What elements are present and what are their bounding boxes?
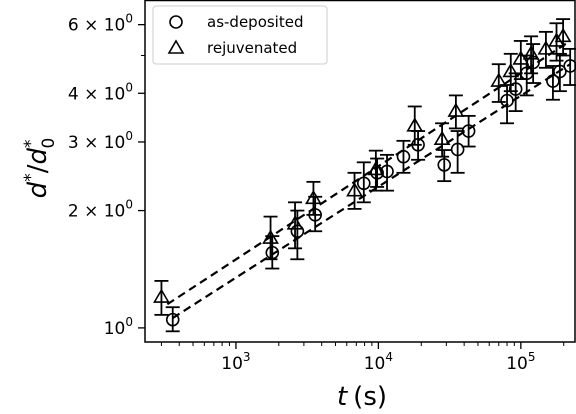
marker-circle xyxy=(450,142,465,157)
marker-circle xyxy=(396,149,411,164)
data-point-rejuvenated xyxy=(286,201,304,250)
y-tick-exponent: 0 xyxy=(125,129,133,143)
data-point-as-deposited xyxy=(290,209,305,261)
y-tick-label: 3 × 100 xyxy=(68,129,133,153)
data-point-as-deposited xyxy=(356,161,371,204)
x-tick-base: 10 xyxy=(506,354,528,374)
data-point-rejuvenated xyxy=(447,94,465,130)
data-point-rejuvenated xyxy=(554,18,572,57)
data-point-rejuvenated xyxy=(367,149,385,192)
y-tick-base: 10 xyxy=(104,319,126,339)
y-tick-exponent: 0 xyxy=(125,80,133,94)
marker-triangle xyxy=(548,32,565,47)
marker-triangle xyxy=(537,40,555,55)
data-point-rejuvenated xyxy=(262,215,279,261)
data-point-as-deposited xyxy=(370,157,385,188)
data-point-as-deposited xyxy=(461,114,476,148)
x-tick-exponent: 3 xyxy=(243,350,251,364)
x-tick-label: 105 xyxy=(506,350,535,374)
y-axis-label: d*/d*0 xyxy=(21,138,59,199)
y-tick-label: 4 × 100 xyxy=(68,80,133,104)
marker-triangle xyxy=(346,182,363,197)
y-tick-label: 100 xyxy=(104,315,133,339)
x-axis-ticks: 103 104 105 xyxy=(160,342,565,374)
marker-triangle xyxy=(447,102,465,117)
series-as-deposited xyxy=(165,43,576,333)
x-tick-base: 10 xyxy=(221,354,243,374)
legend: as-deposited rejuvenated xyxy=(152,5,328,65)
plot-frame xyxy=(144,0,576,343)
y-tick-base: 2 × 10 xyxy=(68,202,126,222)
marker-triangle xyxy=(554,27,572,43)
data-point-rejuvenated xyxy=(406,105,424,146)
y-axis-label-text: d*/d*0 xyxy=(21,138,59,199)
marker-triangle xyxy=(502,62,520,78)
marker-triangle xyxy=(433,130,451,145)
data-point-rejuvenated xyxy=(537,30,555,69)
legend-marker-as-deposited xyxy=(169,15,183,29)
data-point-as-deposited xyxy=(396,139,411,174)
x-tick-exponent: 4 xyxy=(385,350,393,364)
marker-circle xyxy=(500,93,514,108)
x-tick-base: 10 xyxy=(364,354,386,374)
fit-line-rejuvenated xyxy=(166,40,571,306)
y-tick-base: 6 × 10 xyxy=(68,16,126,36)
data-point-as-deposited xyxy=(437,149,452,183)
y-tick-exponent: 0 xyxy=(125,12,133,26)
series-rejuvenated xyxy=(153,18,572,316)
y-tick-exponent: 0 xyxy=(125,315,133,329)
marker-circle xyxy=(508,82,523,96)
legend-box xyxy=(152,5,328,65)
legend-label-as-deposited: as-deposited xyxy=(207,13,303,31)
marker-circle xyxy=(553,64,567,79)
marker-triangle xyxy=(286,215,304,230)
data-point-rejuvenated xyxy=(522,35,540,75)
marker-circle xyxy=(290,224,305,239)
y-tick-label: 2 × 100 xyxy=(68,198,133,222)
x-tick-label: 103 xyxy=(221,350,250,374)
data-point-rejuvenated xyxy=(153,280,170,316)
series-layer xyxy=(153,18,576,333)
marker-triangle xyxy=(522,45,540,60)
data-point-rejuvenated xyxy=(490,63,508,103)
marker-triangle xyxy=(262,229,279,244)
marker-triangle xyxy=(490,72,508,87)
data-point-as-deposited xyxy=(165,306,180,333)
x-axis-label: t (s) xyxy=(337,382,387,412)
marker-circle xyxy=(563,59,576,73)
data-point-as-deposited xyxy=(563,47,576,86)
x-axis-label-unit: (s) xyxy=(353,382,387,412)
x-axis-label-var: t xyxy=(337,382,348,412)
marker-triangle xyxy=(305,189,322,205)
y-tick-exponent: 0 xyxy=(125,198,133,212)
data-point-as-deposited xyxy=(552,52,567,93)
marker-circle xyxy=(437,158,452,172)
marker-triangle xyxy=(406,117,424,132)
marker-circle xyxy=(356,176,371,191)
legend-marker-rejuvenated xyxy=(167,39,185,54)
x-tick-exponent: 5 xyxy=(528,350,536,364)
data-point-rejuvenated xyxy=(433,122,451,158)
marker-triangle xyxy=(367,160,385,176)
data-point-rejuvenated xyxy=(305,180,322,216)
legend-label-rejuvenated: rejuvenated xyxy=(207,39,297,57)
y-tick-label: 6 × 100 xyxy=(68,12,133,36)
x-tick-label: 104 xyxy=(364,350,393,374)
marker-circle xyxy=(461,124,476,138)
marker-triangle xyxy=(153,288,170,303)
y-tick-base: 4 × 10 xyxy=(68,84,126,104)
y-tick-base: 3 × 10 xyxy=(68,133,126,153)
data-point-rejuvenated xyxy=(346,171,363,210)
marker-circle xyxy=(370,166,384,180)
data-point-rejuvenated xyxy=(502,52,520,93)
marker-circle xyxy=(165,312,180,327)
marker-circle xyxy=(546,74,560,88)
data-point-as-deposited xyxy=(450,130,465,174)
